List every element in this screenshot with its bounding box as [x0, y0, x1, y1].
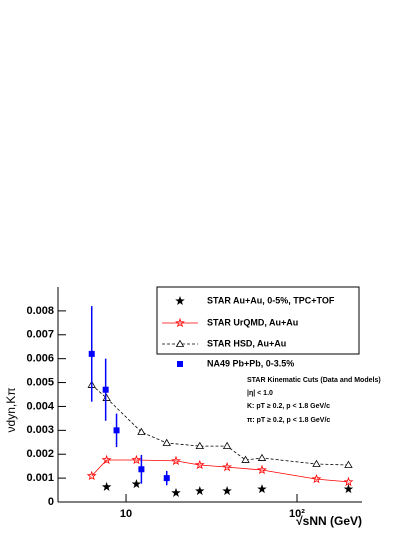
data-point	[102, 386, 109, 393]
x-tick-label: 10²	[289, 508, 305, 520]
legend-label: NA49 Pb+Pb, 0-3.5%	[207, 358, 294, 368]
data-point	[113, 427, 120, 434]
y-tick-label: 0.002	[26, 448, 54, 460]
data-point	[343, 484, 354, 494]
data-point	[222, 441, 232, 450]
data-point	[241, 455, 250, 463]
legend-marker	[175, 339, 185, 347]
legend-marker	[175, 317, 185, 328]
data-point	[163, 475, 170, 482]
data-point	[257, 464, 267, 475]
data-point	[222, 461, 233, 472]
data-point	[137, 427, 146, 435]
data-point	[257, 453, 267, 461]
data-point	[343, 476, 354, 487]
legend-marker	[177, 361, 183, 367]
data-point	[222, 486, 232, 496]
legend-marker	[175, 296, 185, 305]
x-tick-label: 10	[120, 508, 132, 520]
y-axis-label: νdyn,Kπ	[4, 388, 18, 433]
data-point	[257, 484, 267, 494]
y-tick-label: 0	[48, 496, 54, 508]
data-point	[131, 479, 142, 489]
data-point	[86, 470, 97, 481]
annotation: |η| < 1.0	[247, 390, 273, 397]
y-tick-label: 0.003	[26, 424, 54, 436]
legend-box	[156, 286, 360, 355]
y-tick-label: 0.004	[26, 400, 54, 412]
data-point	[101, 481, 112, 491]
data-point	[171, 455, 181, 466]
data-point	[311, 473, 322, 484]
series-line	[91, 384, 349, 466]
data-point	[194, 459, 205, 470]
y-tick-label: 0.007	[26, 329, 54, 341]
data-point	[312, 459, 321, 467]
data-point	[88, 350, 95, 357]
annotation: K: pT ≥ 0.2, p < 1.8 GeV/c	[247, 403, 330, 410]
x-axis-label: √sNN (GeV)	[296, 514, 362, 528]
y-tick-label: 0.005	[26, 376, 54, 388]
legend-label: STAR HSD, Au+Au	[207, 338, 286, 348]
data-point	[195, 486, 205, 496]
y-tick-label: 0.001	[26, 472, 54, 484]
legend-label: STAR Au+Au, 0-5%, TPC+TOF	[207, 295, 335, 305]
data-point	[344, 460, 353, 468]
series-line	[91, 459, 349, 483]
data-point	[101, 454, 112, 465]
data-point	[162, 438, 171, 446]
annotation: STAR Kinematic Cuts (Data and Models)	[247, 377, 381, 384]
data-point	[131, 454, 142, 465]
data-point	[138, 466, 145, 473]
legend-label: STAR UrQMD, Au+Au	[207, 317, 298, 327]
data-point	[171, 487, 181, 497]
y-tick-label: 0.008	[26, 305, 54, 317]
y-tick-label: 0.006	[26, 353, 54, 365]
data-point	[102, 393, 111, 401]
data-point	[195, 441, 204, 450]
annotation: π: pT ≥ 0.2, p < 1.8 GeV/c	[247, 417, 330, 424]
